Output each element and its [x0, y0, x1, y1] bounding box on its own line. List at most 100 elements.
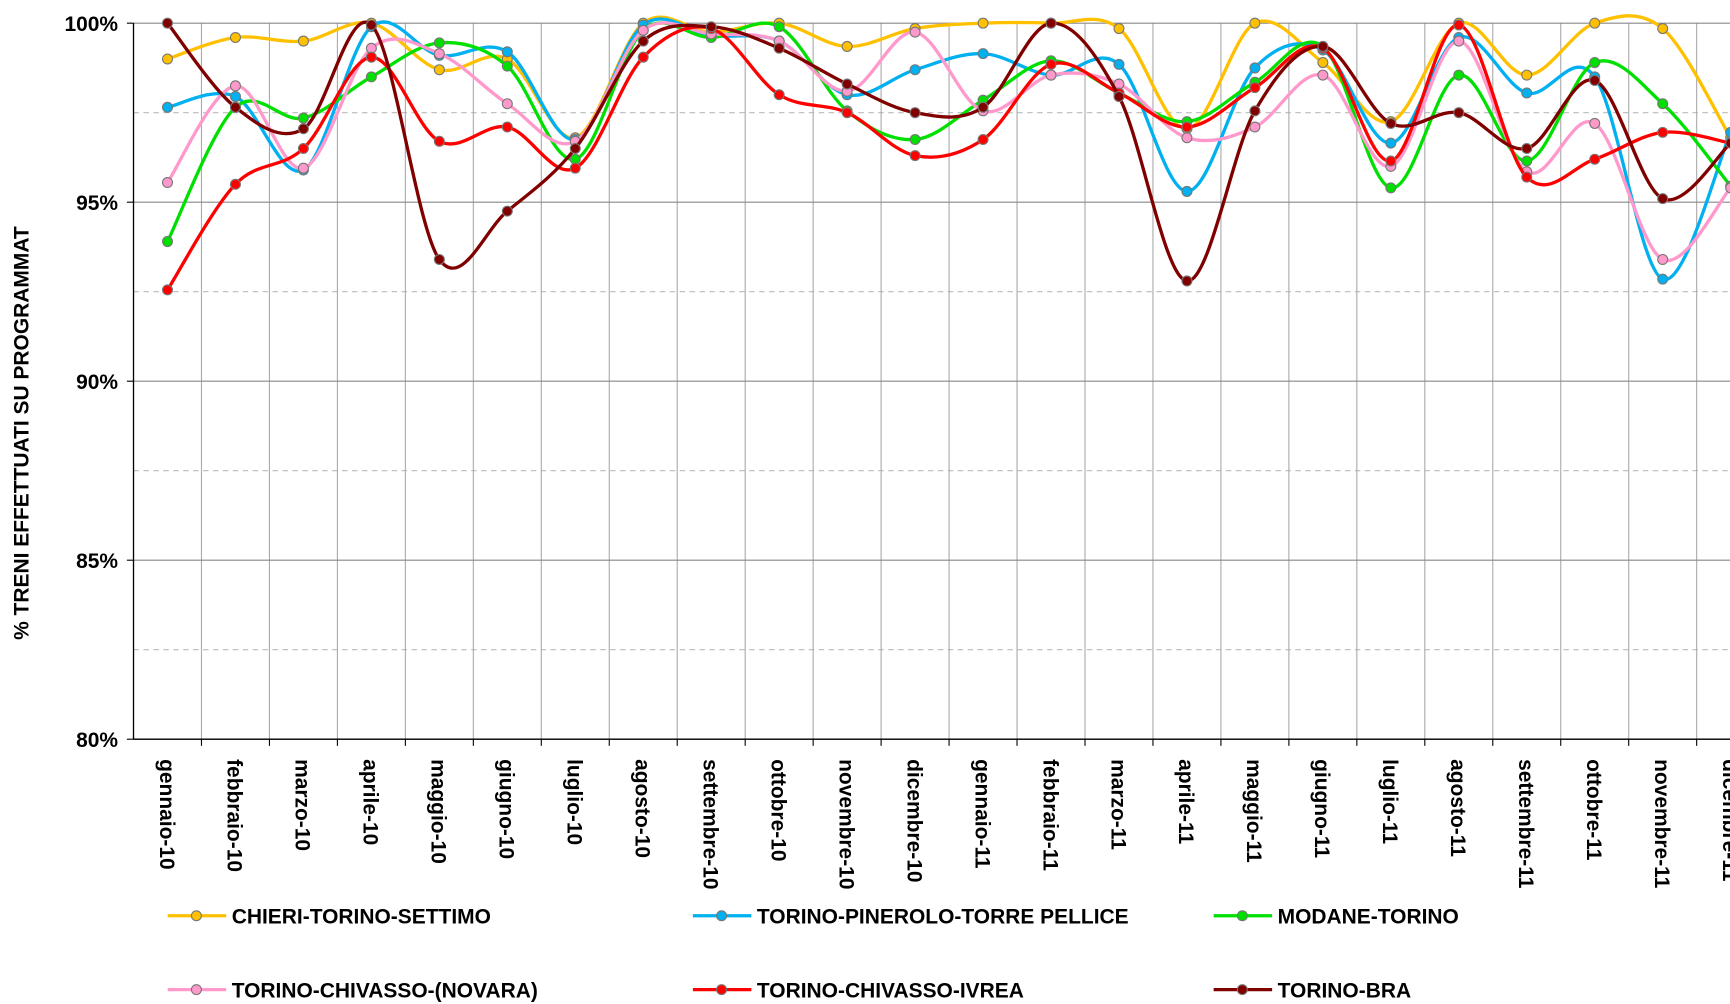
data-point — [1657, 273, 1669, 285]
x-tick-label: ottobre-11 — [1582, 759, 1605, 861]
data-point — [501, 46, 513, 58]
x-tick-label: maggio-11 — [1242, 759, 1265, 863]
y-tick-label: 90% — [76, 371, 118, 394]
data-point — [1453, 35, 1465, 47]
x-tick-label: settembre-10 — [698, 759, 721, 889]
data-point — [909, 134, 921, 146]
x-tick-label: dicembre-11 — [1718, 759, 1730, 882]
data-point — [1589, 117, 1601, 129]
legend-label: TORINO-BRA — [1278, 979, 1411, 1002]
data-point — [1317, 40, 1329, 52]
data-point — [229, 80, 241, 92]
data-point — [161, 101, 174, 113]
data-point — [1181, 185, 1193, 197]
data-point — [161, 53, 174, 65]
data-point — [297, 35, 309, 47]
data-point — [1385, 182, 1397, 194]
data-point — [229, 31, 241, 44]
data-point — [433, 64, 445, 76]
data-point — [841, 40, 853, 52]
data-point — [773, 21, 785, 33]
data-point — [977, 17, 989, 29]
data-point — [433, 48, 445, 60]
x-tick-label: luglio-11 — [1378, 759, 1401, 844]
data-point — [1521, 69, 1533, 81]
data-point — [229, 178, 241, 190]
legend-label: CHIERI-TORINO-SETTIMO — [232, 905, 491, 928]
data-point — [1521, 142, 1533, 154]
data-point — [1589, 74, 1601, 86]
data-point — [1249, 121, 1261, 133]
data-point — [1657, 126, 1669, 138]
x-tick-label: giugno-11 — [1310, 759, 1333, 858]
data-point — [569, 142, 581, 154]
data-point — [637, 51, 649, 63]
x-tick-label: aprile-10 — [359, 759, 382, 845]
data-point — [1181, 132, 1193, 144]
data-point — [909, 64, 921, 76]
x-tick-label: novembre-11 — [1650, 759, 1673, 889]
data-point — [1181, 275, 1193, 287]
data-point — [1725, 126, 1730, 138]
data-point — [501, 121, 513, 133]
legend-marker — [716, 984, 728, 996]
data-point — [1521, 155, 1533, 167]
data-point — [1589, 153, 1601, 165]
data-point — [1249, 17, 1261, 29]
series-line — [166, 21, 1730, 263]
data-point — [705, 21, 717, 33]
x-tick-label: novembre-10 — [834, 759, 857, 889]
data-point — [365, 19, 377, 31]
legend-marker — [190, 910, 202, 922]
data-point — [773, 42, 785, 54]
x-tick-label: dicembre-10 — [902, 759, 925, 882]
data-point — [433, 37, 445, 49]
data-point — [1657, 23, 1669, 35]
x-tick-label: gennaio-11 — [970, 759, 993, 869]
data-point — [1385, 155, 1397, 167]
data-point — [909, 107, 921, 119]
data-point — [161, 284, 174, 296]
data-point — [1521, 87, 1533, 99]
data-point — [637, 35, 649, 47]
legend-label: TORINO-CHIVASSO-(NOVARA) — [232, 979, 538, 1002]
legend-label: TORINO-PINEROLO-TORRE PELLICE — [757, 905, 1129, 928]
data-point — [161, 236, 174, 248]
x-tick-label: maggio-10 — [427, 759, 450, 864]
data-point — [1249, 105, 1261, 117]
x-tick-label: ottobre-10 — [766, 759, 789, 861]
data-point — [1453, 107, 1465, 119]
data-point — [1045, 58, 1057, 70]
data-point — [433, 135, 445, 147]
data-point — [1045, 17, 1057, 29]
x-tick-label: giugno-10 — [495, 759, 518, 859]
data-point — [1385, 137, 1397, 149]
x-tick-label: aprile-11 — [1174, 759, 1197, 844]
data-point — [841, 107, 853, 119]
data-point — [1725, 182, 1730, 194]
data-point — [297, 123, 309, 135]
y-tick-label: 80% — [76, 729, 118, 752]
data-point — [1113, 23, 1125, 35]
data-point — [1725, 137, 1730, 149]
data-point — [1521, 171, 1533, 183]
data-point — [1249, 62, 1261, 74]
data-point — [1181, 121, 1193, 133]
x-tick-label: marzo-11 — [1106, 759, 1129, 850]
legend-label: MODANE-TORINO — [1278, 905, 1459, 928]
data-point — [297, 112, 309, 124]
x-tick-label: gennaio-10 — [155, 759, 178, 870]
data-point — [841, 78, 853, 90]
legend-marker — [1236, 910, 1248, 922]
y-tick-label: 95% — [76, 192, 118, 215]
data-point — [977, 48, 989, 60]
data-point — [1453, 69, 1465, 81]
x-tick-label: settembre-11 — [1514, 759, 1537, 889]
data-point — [365, 71, 377, 83]
data-point — [773, 89, 785, 101]
data-point — [977, 134, 989, 146]
data-point — [1045, 69, 1057, 81]
data-point — [1657, 253, 1669, 265]
